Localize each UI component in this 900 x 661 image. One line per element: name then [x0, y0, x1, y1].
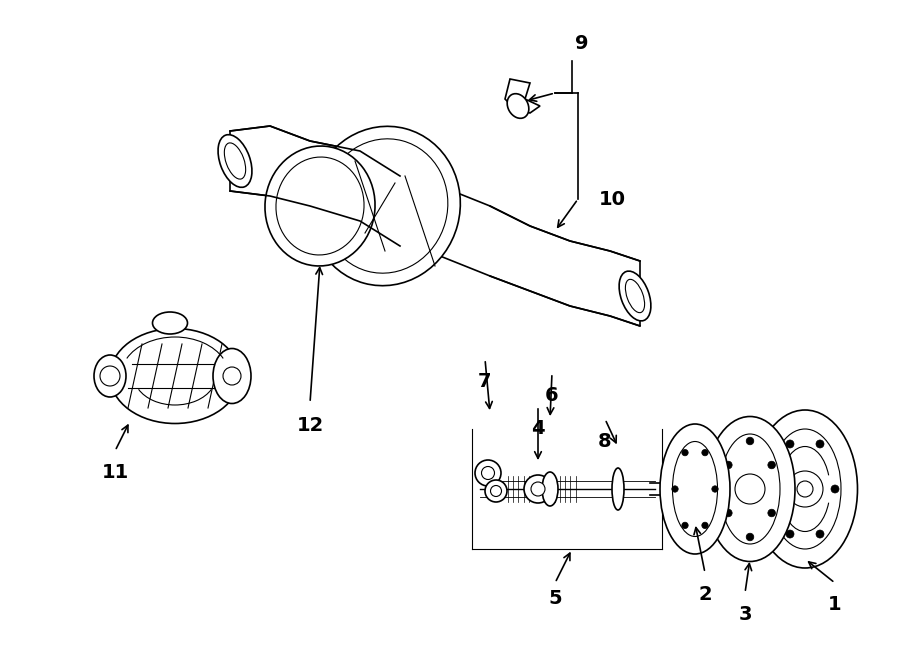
Circle shape [671, 486, 679, 492]
Circle shape [771, 485, 779, 493]
Ellipse shape [508, 94, 529, 118]
Ellipse shape [672, 442, 717, 537]
Circle shape [475, 460, 501, 486]
Text: 7: 7 [478, 371, 491, 391]
Circle shape [485, 480, 507, 502]
Ellipse shape [769, 429, 841, 549]
Ellipse shape [542, 472, 558, 506]
Circle shape [682, 449, 688, 456]
Circle shape [524, 475, 552, 503]
Ellipse shape [619, 271, 651, 321]
Ellipse shape [152, 312, 187, 334]
Text: 5: 5 [548, 590, 562, 609]
Circle shape [702, 522, 708, 529]
Text: 4: 4 [531, 418, 544, 438]
Circle shape [768, 509, 776, 517]
Circle shape [702, 449, 708, 456]
Ellipse shape [213, 348, 251, 403]
Circle shape [786, 530, 794, 538]
Circle shape [831, 485, 839, 493]
Circle shape [816, 530, 824, 538]
Ellipse shape [752, 410, 858, 568]
Ellipse shape [705, 416, 795, 561]
Text: 12: 12 [296, 416, 324, 434]
Circle shape [787, 471, 823, 507]
Text: 2: 2 [698, 586, 712, 605]
Circle shape [712, 486, 718, 492]
Circle shape [491, 485, 501, 496]
Polygon shape [230, 126, 640, 326]
Text: 9: 9 [575, 34, 589, 52]
Circle shape [797, 481, 813, 497]
Circle shape [724, 509, 732, 517]
Polygon shape [505, 79, 540, 113]
Ellipse shape [110, 329, 240, 424]
Circle shape [100, 366, 120, 386]
Circle shape [682, 522, 688, 529]
Circle shape [816, 440, 824, 448]
Circle shape [786, 440, 794, 448]
Text: 11: 11 [102, 463, 129, 483]
Text: 1: 1 [828, 596, 842, 615]
Circle shape [735, 474, 765, 504]
Text: 3: 3 [738, 605, 752, 625]
Circle shape [746, 437, 754, 445]
Ellipse shape [218, 135, 252, 187]
Ellipse shape [94, 355, 126, 397]
Text: 10: 10 [598, 190, 625, 208]
Ellipse shape [720, 434, 780, 544]
Circle shape [724, 461, 732, 469]
Ellipse shape [310, 126, 460, 286]
Circle shape [768, 461, 776, 469]
Ellipse shape [265, 146, 375, 266]
Ellipse shape [660, 424, 730, 554]
Circle shape [482, 467, 494, 479]
Text: 6: 6 [545, 385, 559, 405]
Circle shape [531, 482, 545, 496]
Text: 8: 8 [598, 432, 612, 451]
Circle shape [223, 367, 241, 385]
Ellipse shape [612, 468, 624, 510]
Circle shape [746, 533, 754, 541]
